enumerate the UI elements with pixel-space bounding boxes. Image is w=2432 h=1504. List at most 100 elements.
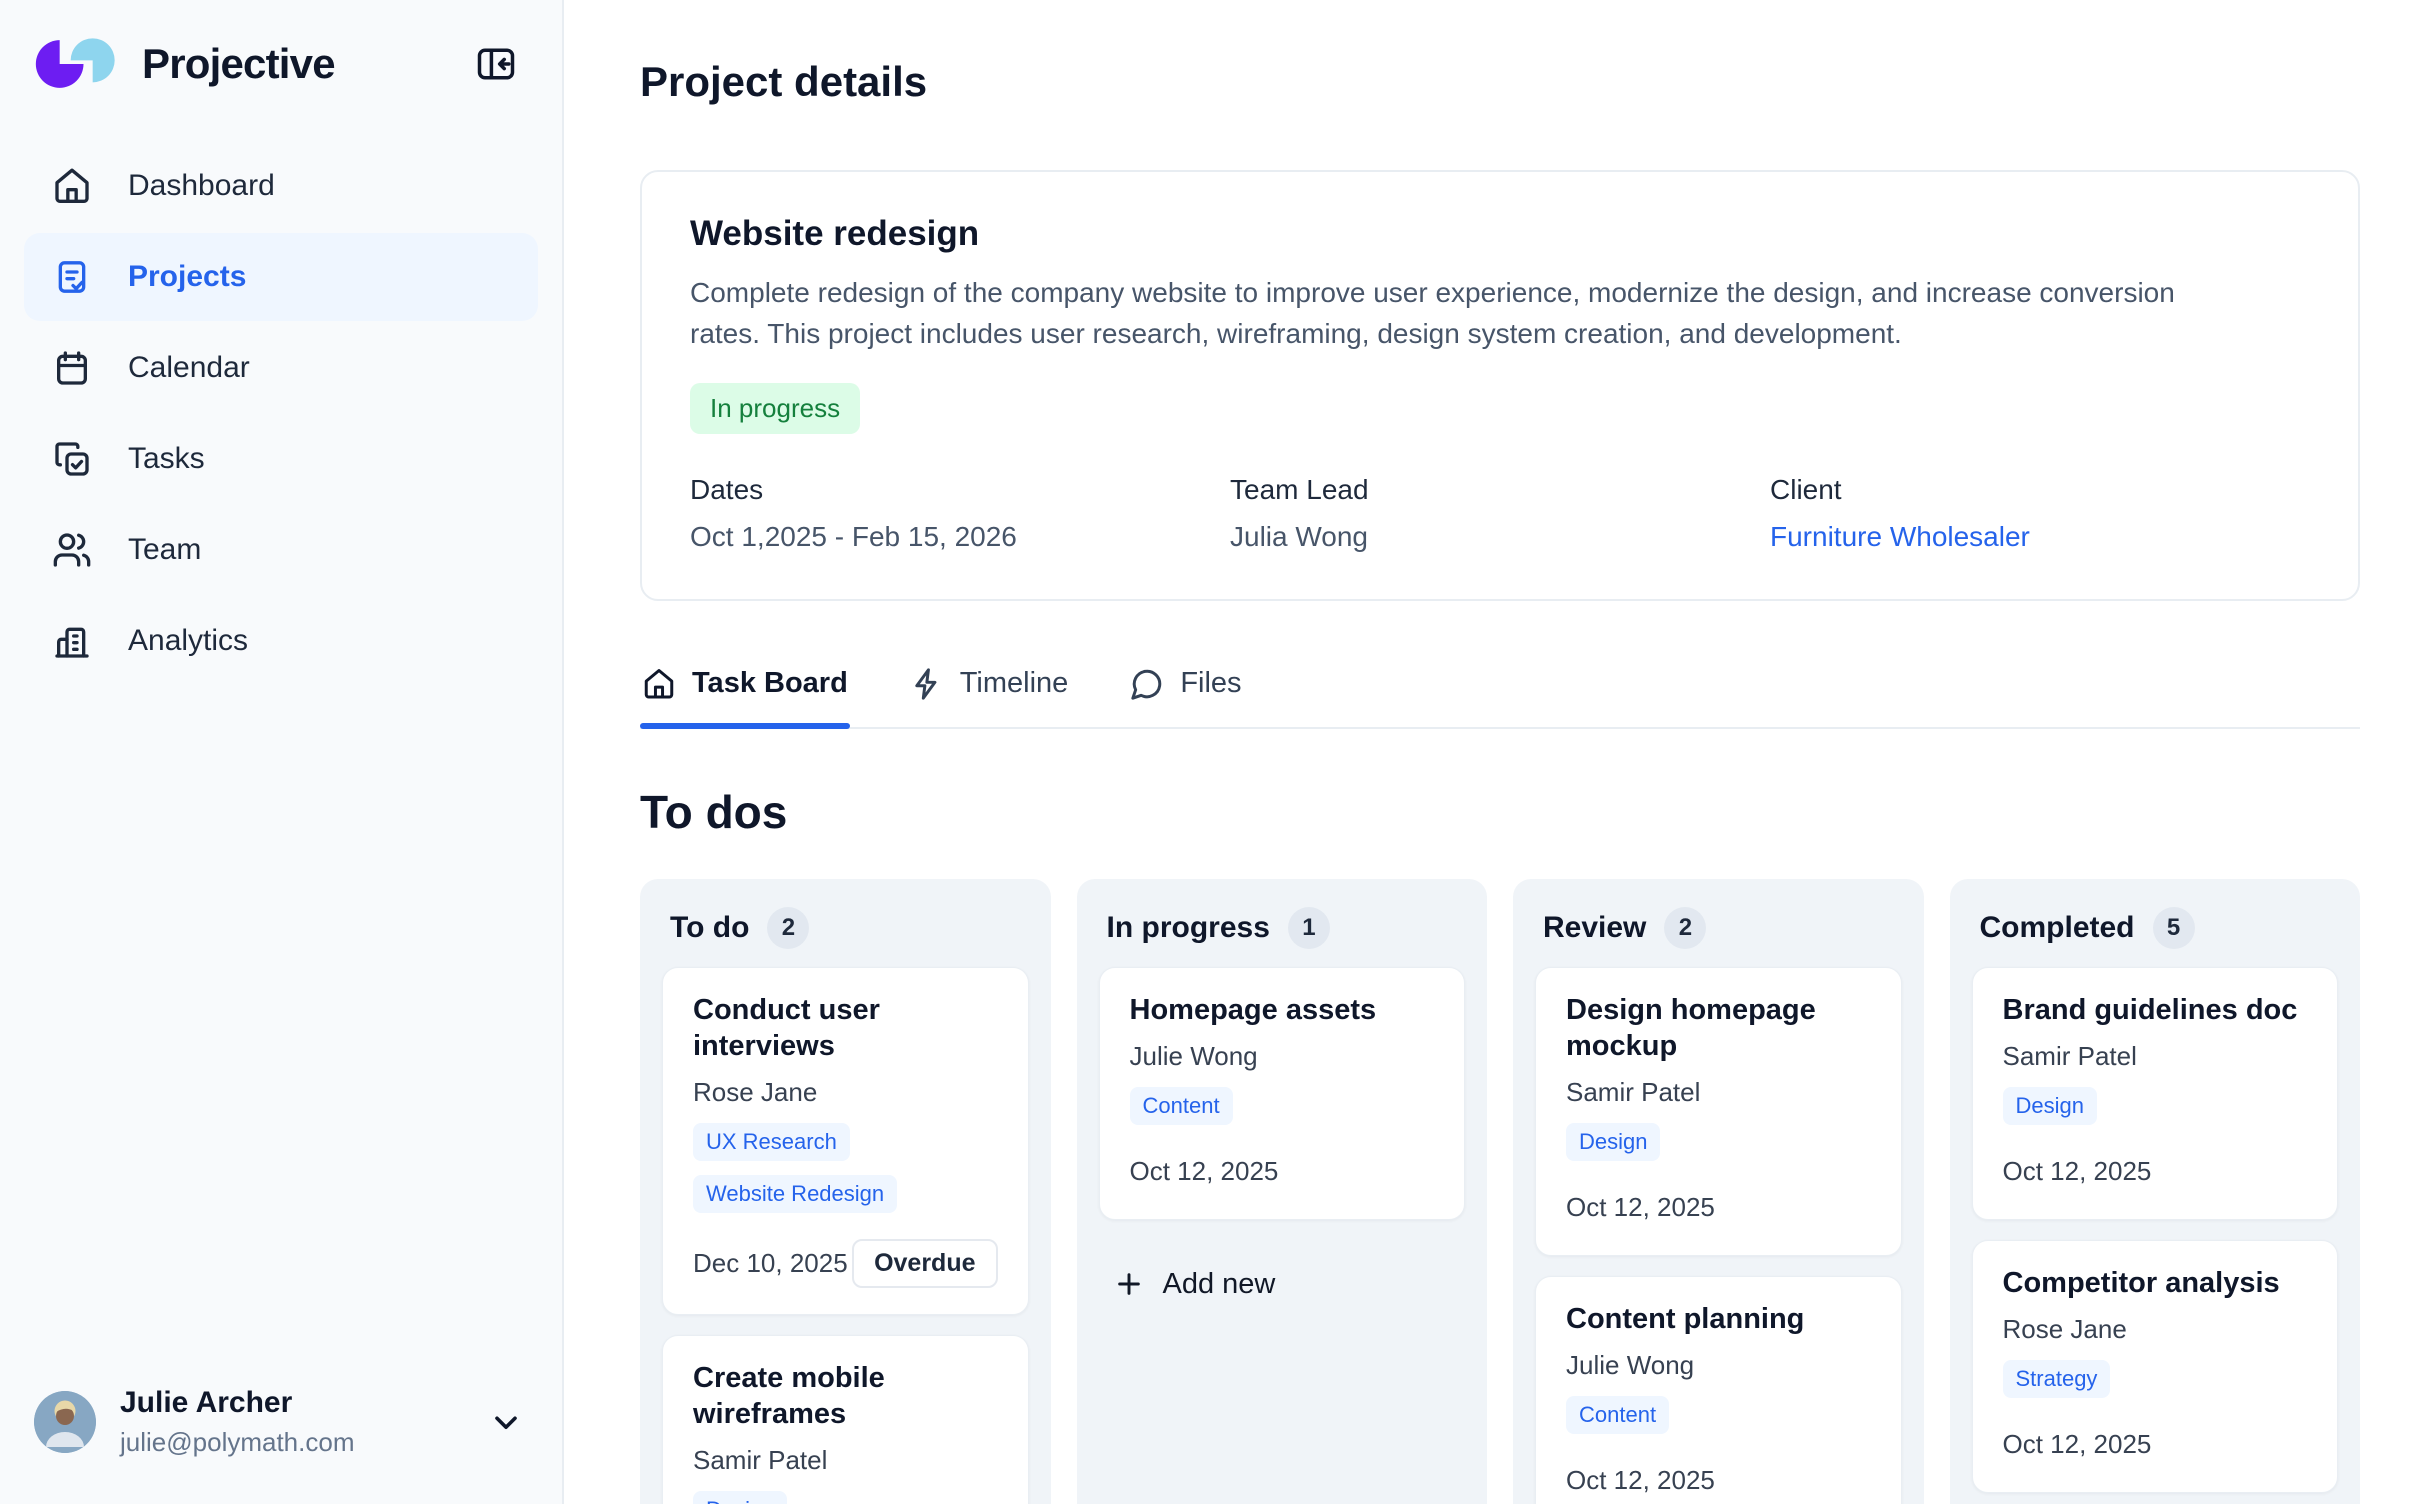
column-name: Review xyxy=(1543,910,1647,944)
due-date: Oct 12, 2025 xyxy=(1129,1156,1279,1187)
sidebar-item-label: Calendar xyxy=(128,351,250,384)
due-date: Oct 12, 2025 xyxy=(2002,1156,2152,1187)
sidebar-item-dashboard[interactable]: Dashboard xyxy=(24,142,538,230)
clipboard-icon xyxy=(52,257,92,297)
user-email: julie@polymath.com xyxy=(120,1427,355,1457)
task-title: Design homepage mockup xyxy=(1566,993,1816,1062)
task-title: Content planning xyxy=(1566,1302,1805,1335)
tag-chip: Design xyxy=(693,1490,788,1504)
tasks-icon xyxy=(52,439,92,479)
task-assignee: Rose Jane xyxy=(693,1076,818,1107)
add-new-button[interactable]: Add new xyxy=(1099,1260,1290,1309)
task-assignee: Julie Wong xyxy=(1129,1040,1258,1071)
task-assignee: Samir Patel xyxy=(1566,1076,1701,1107)
zap-icon xyxy=(910,667,944,701)
task-card[interactable]: Content planning Julie Wong Content Oct 12,… xyxy=(1535,1275,1902,1504)
meta-dates: Dates Oct 1,2025 - Feb 15, 2026 xyxy=(690,474,1230,553)
due-date: Oct 12, 2025 xyxy=(2002,1429,2152,1460)
task-card[interactable]: Design homepage mockup Samir Patel Design O… xyxy=(1535,966,1902,1256)
board-column-completed: Completed 5 Brand guidelines doc Samir Pate… xyxy=(1949,878,2360,1504)
task-card[interactable]: Homepage assets Julie Wong Content Oct 12, … xyxy=(1098,966,1465,1220)
column-header: In progress 1 xyxy=(1099,903,1466,949)
column-count-badge: 1 xyxy=(1287,906,1330,949)
task-footer: Oct 12, 2025 xyxy=(1566,1187,1871,1229)
project-name: Website redesign xyxy=(690,214,980,253)
tab-bar: Task Board Timeline Files xyxy=(640,647,2360,729)
column-header: Review 2 xyxy=(1535,903,1902,949)
task-title: Brand guidelines doc xyxy=(2002,993,2298,1026)
task-card[interactable]: Create mobile wireframes Samir Patel Desig… xyxy=(662,1334,1029,1504)
sidebar-item-label: Tasks xyxy=(128,442,205,475)
sidebar-item-label: Projects xyxy=(128,260,247,293)
task-footer: Oct 12, 2025 xyxy=(2003,1424,2308,1466)
user-menu[interactable]: Julie Archer julie@polymath.com xyxy=(0,1356,562,1504)
task-tags: Design xyxy=(1566,1122,1871,1161)
task-title: Create mobile wireframes xyxy=(693,1361,885,1430)
due-date: Dec 10, 2025 xyxy=(693,1247,848,1278)
home-icon xyxy=(642,667,676,701)
meta-value: Julia Wong xyxy=(1230,520,1369,552)
chevron-down-icon xyxy=(488,1404,524,1440)
meta-client: Client Furniture Wholesaler xyxy=(1770,474,2310,553)
task-tags: Design xyxy=(2002,1086,2308,1125)
user-name: Julie Archer xyxy=(120,1386,293,1419)
page-title: Project details xyxy=(640,58,928,105)
tag-chip: Content xyxy=(1566,1395,1670,1434)
sidebar-item-tasks[interactable]: Tasks xyxy=(24,415,538,503)
sidebar-item-calendar[interactable]: Calendar xyxy=(24,324,538,412)
panel-left-close-icon xyxy=(474,42,518,86)
meta-team-lead: Team Lead Julia Wong xyxy=(1230,474,1770,553)
task-card[interactable]: Brand guidelines doc Samir Patel Design Oct… xyxy=(1971,966,2338,1220)
sidebar-item-label: Dashboard xyxy=(128,169,275,202)
home-icon xyxy=(52,166,92,206)
project-meta: Dates Oct 1,2025 - Feb 15, 2026 Team Lea… xyxy=(690,474,2310,553)
task-assignee: Rose Jane xyxy=(2002,1313,2127,1344)
board-column-to-do: To do 2 Conduct user interviews Rose Jane UX… xyxy=(640,878,1051,1504)
tab-timeline[interactable]: Timeline xyxy=(908,647,1071,727)
app-name: Projective xyxy=(142,40,336,87)
sidebar-item-label: Analytics xyxy=(128,624,249,657)
column-count-badge: 2 xyxy=(767,906,810,949)
tab-label: Task Board xyxy=(692,667,848,700)
tab-task-board[interactable]: Task Board xyxy=(640,647,850,729)
tab-files[interactable]: Files xyxy=(1128,647,1243,727)
message-bubble-icon xyxy=(1130,667,1164,701)
due-date: Oct 12, 2025 xyxy=(1566,1192,1715,1223)
tag-chip: Strategy xyxy=(2002,1359,2111,1398)
tab-label: Timeline xyxy=(959,667,1069,700)
user-info: Julie Archer julie@polymath.com xyxy=(120,1386,464,1458)
column-name: In progress xyxy=(1106,910,1270,944)
task-footer: Oct 12, 2025 xyxy=(1130,1151,1435,1193)
task-tags: Content xyxy=(1129,1086,1435,1125)
board-title: To dos xyxy=(640,785,788,838)
sidebar-item-team[interactable]: Team xyxy=(24,506,538,594)
task-footer: Dec 10, 2025 Overdue xyxy=(693,1238,998,1288)
column-name: Completed xyxy=(1979,910,2135,944)
meta-label: Team Lead xyxy=(1230,473,1369,505)
calendar-icon xyxy=(52,348,92,388)
add-new-label: Add new xyxy=(1162,1267,1276,1300)
column-count-badge: 5 xyxy=(2152,906,2195,949)
tag-chip: Website Redesign xyxy=(693,1174,898,1213)
task-card[interactable]: Conduct user interviews Rose Jane UX Resea… xyxy=(662,966,1029,1315)
column-header: To do 2 xyxy=(662,903,1029,949)
client-link[interactable]: Furniture Wholesaler xyxy=(1770,520,2030,552)
logo-row: Projective xyxy=(0,0,562,132)
tag-chip: Content xyxy=(1129,1086,1233,1125)
kanban-board: To do 2 Conduct user interviews Rose Jane UX… xyxy=(640,878,2360,1504)
overdue-badge: Overdue xyxy=(852,1238,998,1288)
sidebar-collapse-button[interactable] xyxy=(470,38,522,90)
task-assignee: Samir Patel xyxy=(2002,1040,2137,1071)
board-column-review: Review 2 Design homepage mockup Samir Patel… xyxy=(1513,878,1924,1504)
task-card[interactable]: Competitor analysis Rose Jane Strategy Oct … xyxy=(1971,1239,2338,1493)
column-count-badge: 2 xyxy=(1664,906,1707,949)
sidebar-item-analytics[interactable]: Analytics xyxy=(24,597,538,685)
avatar xyxy=(34,1391,96,1453)
app-logo-icon xyxy=(34,34,122,94)
sidebar-item-projects[interactable]: Projects xyxy=(24,233,538,321)
plus-icon xyxy=(1113,1268,1145,1300)
task-assignee: Julie Wong xyxy=(1566,1349,1695,1380)
due-date: Oct 12, 2025 xyxy=(1566,1465,1715,1496)
sidebar: Projective Dashboard Projects Calendar Task… xyxy=(0,0,564,1504)
task-tags: Strategy xyxy=(2002,1359,2308,1398)
